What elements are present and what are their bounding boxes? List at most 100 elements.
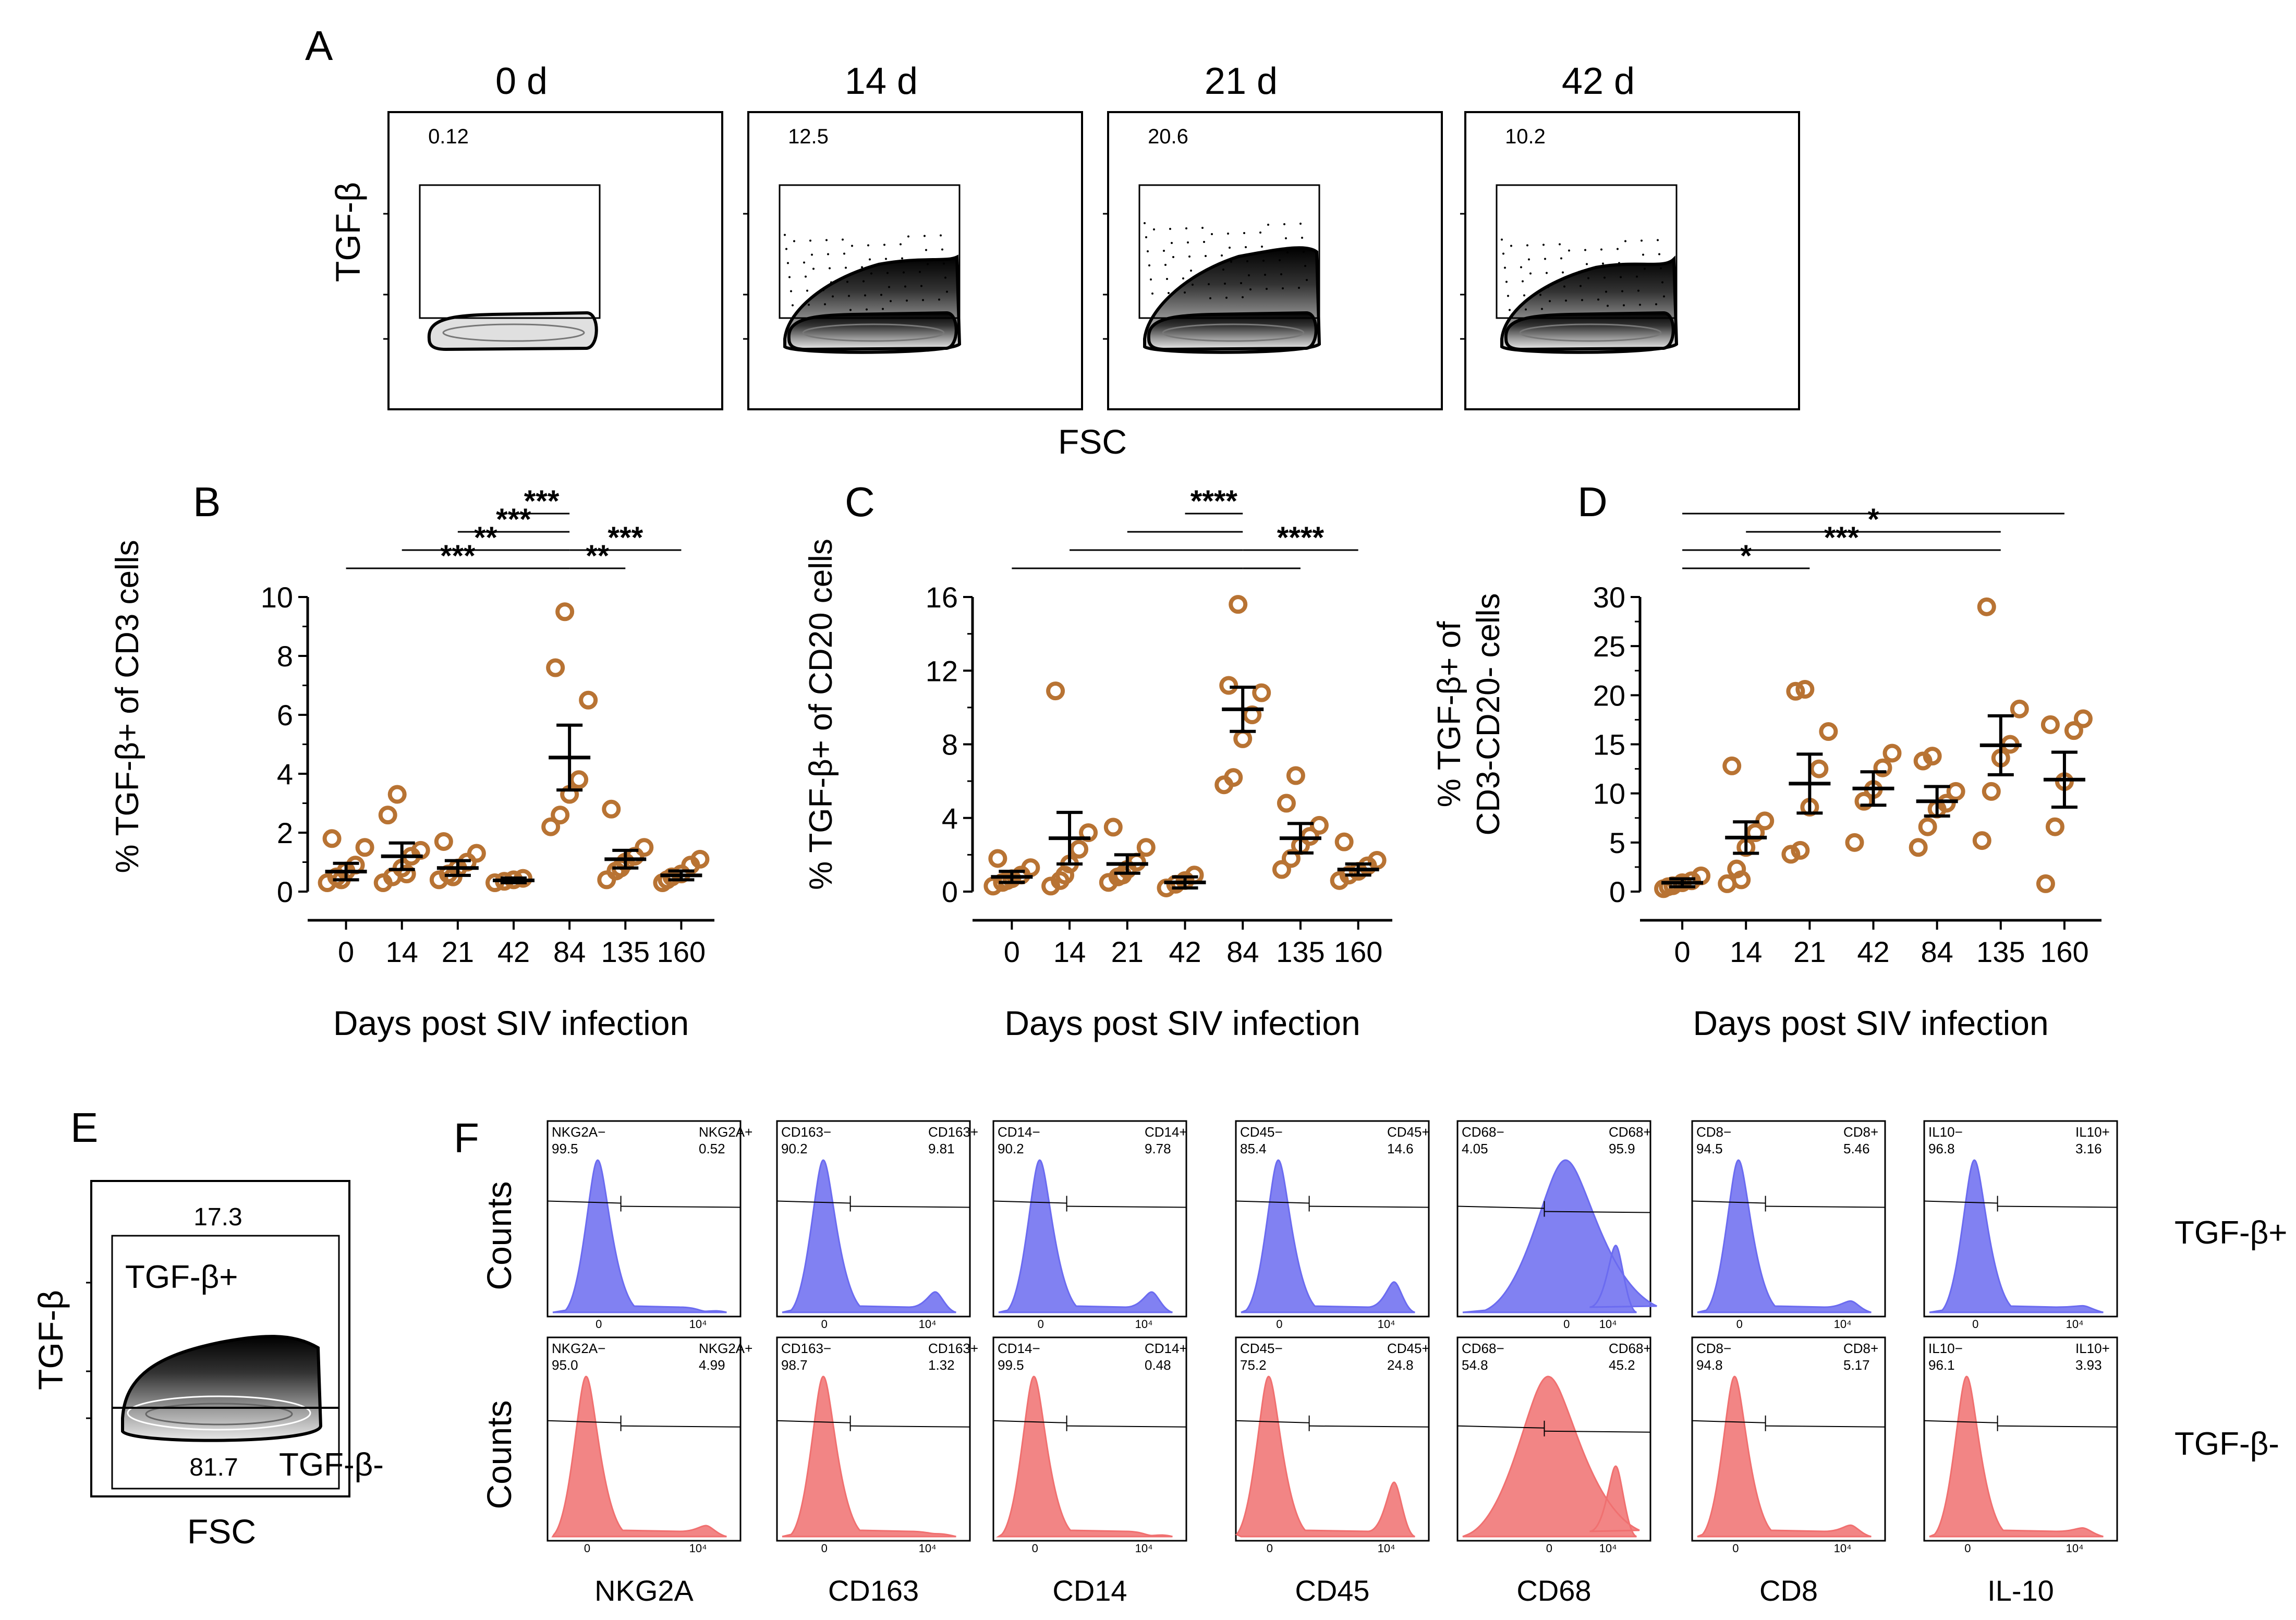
flow-event-dot (888, 286, 890, 288)
hist-tick-1e4: 10⁴ (919, 1542, 937, 1555)
data-point (1937, 794, 1956, 813)
data-point (355, 838, 374, 857)
x-tick-label: 0 (1674, 935, 1690, 968)
flow-event-dot (861, 266, 863, 269)
data-point (1286, 766, 1305, 785)
hist-pos-gate-label: CD45+ (1387, 1124, 1430, 1140)
hist-neg-gate-value: 90.2 (998, 1141, 1024, 1156)
y-tick-label: 10 (1593, 777, 1625, 810)
flow-event-dot (1172, 256, 1174, 258)
histogram-CD68-neg: CD68−54.8 CD68+45.2 0 10⁴ CD68 (1456, 1336, 1651, 1607)
histogram-frame (1456, 1120, 1651, 1318)
y-axis-title: % TGF-β+ of CD20 cells (803, 539, 839, 890)
flow-event-dot (1164, 264, 1167, 266)
gate-line-neg (776, 1420, 851, 1423)
data-point (1972, 831, 1991, 850)
flow-event-dot (1509, 309, 1511, 311)
flow-event-dot (811, 253, 813, 256)
data-point (1136, 838, 1156, 857)
y-axis-title: % TGF-β+ of CD3 cells (110, 540, 145, 873)
gate-line-pos (1544, 1430, 1651, 1433)
y-tick-label: 25 (1593, 630, 1625, 663)
x-tick-label: 84 (1226, 935, 1259, 968)
flow-event-dot (1227, 233, 1229, 235)
flow-event-dot (1243, 232, 1245, 234)
gate-line-neg (547, 1200, 621, 1204)
flow-event-dot (1147, 250, 1149, 252)
data-point (1367, 850, 1387, 870)
flow-event-dot (1549, 300, 1551, 302)
histogram-curve (552, 1159, 727, 1313)
panel-f-counts-label-top: Counts (480, 1181, 518, 1290)
hist-neg-gate-label: CD163− (781, 1341, 831, 1356)
x-tick-label: 21 (442, 935, 474, 968)
flow-event-dot (1642, 253, 1644, 256)
gate-line-neg (1924, 1200, 1998, 1204)
data-point (1918, 817, 1937, 836)
flow-event-dot (1249, 288, 1252, 290)
histogram-curve (1929, 1159, 2104, 1313)
hist-pos-gate-label: CD14+ (1145, 1124, 1187, 1140)
hist-pos-gate-value: 9.78 (1145, 1141, 1171, 1156)
data-point (988, 849, 1007, 868)
hist-marker-label: CD14 (1052, 1574, 1127, 1607)
flow-event-dot (903, 271, 905, 274)
flow-event-dot (1623, 304, 1625, 307)
data-point (2073, 709, 2093, 728)
hist-tick-1e4: 10⁴ (1378, 1542, 1395, 1555)
flow-event-dot (1644, 267, 1646, 270)
hist-tick-zero: 0 (821, 1318, 828, 1331)
data-point (467, 844, 486, 863)
histogram-frame (776, 1336, 971, 1542)
flow-event-dot (1206, 269, 1208, 271)
flow-event-dot (906, 299, 908, 302)
flow-plot-1: 14 d 12.5 (743, 60, 1083, 410)
flow-event-dot (1190, 270, 1192, 272)
flow-event-dot (1658, 253, 1660, 255)
data-point (387, 785, 407, 804)
flow-event-dot (829, 267, 831, 270)
flow-gate-value: 12.5 (788, 125, 829, 148)
panel-e: E TGF-β 17.3 TGF-β+ 81.7 TGF-β- FSC (31, 1104, 384, 1551)
significance-label: ** (474, 521, 498, 555)
gate-line-pos (1066, 1205, 1187, 1208)
flow-event-dot (1230, 261, 1232, 263)
flow-event-dot (1225, 297, 1228, 299)
gate-line-neg (1692, 1420, 1766, 1423)
y-tick-label: 16 (926, 581, 958, 614)
x-axis-title: Days post SIV infection (1004, 1004, 1360, 1042)
flow-event-dot (1525, 308, 1527, 311)
flow-event-dot (922, 299, 924, 301)
hist-pos-gate-value: 3.16 (2075, 1141, 2102, 1156)
panel-e-density-blob (121, 1335, 323, 1442)
data-point (2064, 721, 2083, 740)
gate-line-pos (1765, 1425, 1886, 1428)
histogram-CD163-neg: CD163−98.7 CD163+1.32 0 10⁴ CD163 (776, 1336, 978, 1607)
panel-e-contour-inner (145, 1403, 293, 1426)
flow-gate-value: 10.2 (1505, 125, 1546, 148)
histogram-curve (551, 1375, 727, 1538)
hist-pos-gate-label: CD14+ (1145, 1341, 1187, 1356)
flow-event-dot (925, 249, 927, 251)
significance-label: ** (586, 539, 610, 573)
data-point (1219, 676, 1238, 695)
significance-label: * (1740, 539, 1752, 573)
hist-neg-gate-label: NKG2A− (552, 1124, 605, 1140)
flow-event-dot (1301, 237, 1303, 239)
significance-label: * (1867, 503, 1879, 537)
flow-event-dot (822, 289, 824, 291)
flow-event-dot (827, 253, 829, 255)
y-tick-label: 4 (277, 758, 293, 790)
significance-label: *** (1824, 521, 1860, 555)
flow-event-dot (825, 239, 828, 241)
x-tick-label: 135 (1976, 935, 2025, 968)
data-point (2045, 817, 2064, 836)
flow-event-dot (1221, 254, 1223, 257)
histogram-CD163-pos: CD163−90.2 CD163+9.81 0 10⁴ (776, 1120, 978, 1331)
flow-event-dot (1578, 271, 1580, 273)
histogram-frame (1235, 1120, 1430, 1318)
gate-line-pos (850, 1425, 970, 1428)
x-tick-label: 135 (1276, 935, 1325, 968)
